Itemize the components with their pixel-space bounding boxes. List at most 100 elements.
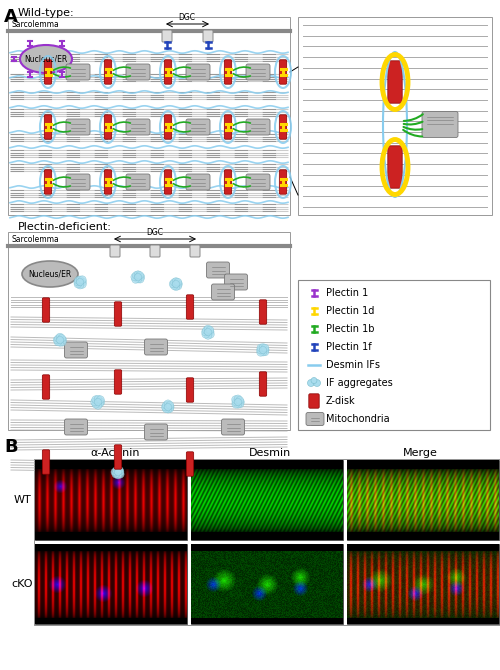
Text: DGC: DGC bbox=[178, 13, 196, 22]
FancyBboxPatch shape bbox=[44, 170, 52, 194]
Circle shape bbox=[97, 398, 104, 406]
Circle shape bbox=[116, 470, 124, 478]
Text: Plectin 1b: Plectin 1b bbox=[326, 324, 374, 334]
Bar bbox=[191, 544, 343, 624]
FancyBboxPatch shape bbox=[44, 115, 52, 139]
Text: Plectin 1f: Plectin 1f bbox=[326, 342, 372, 352]
Text: Z-disk: Z-disk bbox=[326, 396, 356, 406]
Circle shape bbox=[236, 400, 244, 408]
Circle shape bbox=[114, 468, 121, 476]
Circle shape bbox=[137, 273, 145, 281]
Circle shape bbox=[204, 328, 212, 336]
FancyBboxPatch shape bbox=[246, 64, 270, 80]
Circle shape bbox=[78, 281, 86, 288]
Bar bbox=[8, 17, 290, 215]
Circle shape bbox=[259, 344, 267, 351]
FancyBboxPatch shape bbox=[224, 274, 248, 290]
FancyBboxPatch shape bbox=[186, 378, 194, 402]
FancyBboxPatch shape bbox=[126, 119, 150, 135]
Bar bbox=[34, 459, 500, 625]
Text: Desmin IFs: Desmin IFs bbox=[326, 360, 380, 370]
FancyBboxPatch shape bbox=[203, 30, 213, 42]
Circle shape bbox=[257, 348, 264, 356]
Circle shape bbox=[170, 279, 178, 286]
Circle shape bbox=[112, 466, 120, 474]
FancyBboxPatch shape bbox=[222, 419, 244, 435]
FancyBboxPatch shape bbox=[212, 284, 234, 300]
FancyBboxPatch shape bbox=[42, 375, 50, 399]
Text: Sarcolemma: Sarcolemma bbox=[11, 235, 59, 244]
Circle shape bbox=[58, 338, 66, 346]
Circle shape bbox=[174, 278, 182, 286]
FancyBboxPatch shape bbox=[110, 245, 120, 257]
FancyBboxPatch shape bbox=[126, 174, 150, 190]
Circle shape bbox=[202, 330, 209, 338]
FancyBboxPatch shape bbox=[64, 342, 88, 358]
Circle shape bbox=[59, 336, 66, 344]
Circle shape bbox=[232, 398, 239, 406]
FancyBboxPatch shape bbox=[224, 115, 232, 139]
Text: Merge: Merge bbox=[402, 448, 438, 458]
FancyBboxPatch shape bbox=[190, 245, 200, 257]
Text: Mitochondria: Mitochondria bbox=[326, 414, 390, 424]
FancyBboxPatch shape bbox=[280, 60, 286, 84]
Circle shape bbox=[314, 379, 320, 387]
Circle shape bbox=[172, 281, 180, 287]
FancyBboxPatch shape bbox=[306, 413, 324, 425]
Circle shape bbox=[58, 334, 66, 342]
FancyBboxPatch shape bbox=[66, 119, 90, 135]
Circle shape bbox=[96, 396, 104, 403]
Circle shape bbox=[116, 466, 124, 474]
Circle shape bbox=[53, 336, 61, 344]
Circle shape bbox=[256, 346, 264, 354]
Circle shape bbox=[261, 344, 269, 352]
FancyBboxPatch shape bbox=[422, 111, 458, 137]
Circle shape bbox=[166, 405, 173, 413]
FancyBboxPatch shape bbox=[126, 64, 150, 80]
FancyBboxPatch shape bbox=[114, 370, 121, 394]
Circle shape bbox=[262, 346, 269, 354]
FancyBboxPatch shape bbox=[64, 419, 88, 435]
Text: Nucleus/ER: Nucleus/ER bbox=[24, 54, 68, 64]
FancyBboxPatch shape bbox=[164, 170, 172, 194]
FancyBboxPatch shape bbox=[388, 146, 402, 188]
Circle shape bbox=[56, 338, 64, 346]
Bar bbox=[35, 544, 187, 624]
FancyBboxPatch shape bbox=[280, 115, 286, 139]
FancyBboxPatch shape bbox=[224, 170, 232, 194]
FancyBboxPatch shape bbox=[260, 299, 266, 324]
FancyBboxPatch shape bbox=[66, 174, 90, 190]
Circle shape bbox=[259, 348, 267, 356]
FancyBboxPatch shape bbox=[186, 174, 210, 190]
Circle shape bbox=[74, 280, 82, 288]
FancyBboxPatch shape bbox=[66, 64, 90, 80]
Circle shape bbox=[136, 271, 143, 279]
Circle shape bbox=[172, 277, 180, 285]
Circle shape bbox=[234, 401, 242, 408]
Circle shape bbox=[232, 396, 239, 403]
Circle shape bbox=[76, 281, 84, 289]
Circle shape bbox=[78, 276, 86, 283]
Circle shape bbox=[260, 346, 266, 354]
Circle shape bbox=[74, 277, 82, 284]
Text: A: A bbox=[4, 8, 18, 26]
Text: WT: WT bbox=[13, 495, 31, 505]
FancyBboxPatch shape bbox=[224, 60, 232, 84]
FancyBboxPatch shape bbox=[186, 119, 210, 135]
FancyBboxPatch shape bbox=[114, 445, 121, 469]
FancyBboxPatch shape bbox=[186, 295, 194, 319]
FancyBboxPatch shape bbox=[114, 302, 121, 326]
Circle shape bbox=[202, 326, 210, 334]
FancyBboxPatch shape bbox=[150, 245, 160, 257]
Bar bbox=[347, 460, 499, 540]
Circle shape bbox=[134, 273, 141, 281]
FancyBboxPatch shape bbox=[104, 170, 112, 194]
Text: B: B bbox=[4, 438, 18, 456]
Circle shape bbox=[114, 466, 122, 473]
FancyBboxPatch shape bbox=[186, 452, 194, 476]
Text: IF aggregates: IF aggregates bbox=[326, 378, 393, 388]
Circle shape bbox=[111, 468, 118, 476]
Circle shape bbox=[96, 400, 104, 407]
Circle shape bbox=[206, 328, 214, 336]
Circle shape bbox=[162, 401, 170, 409]
